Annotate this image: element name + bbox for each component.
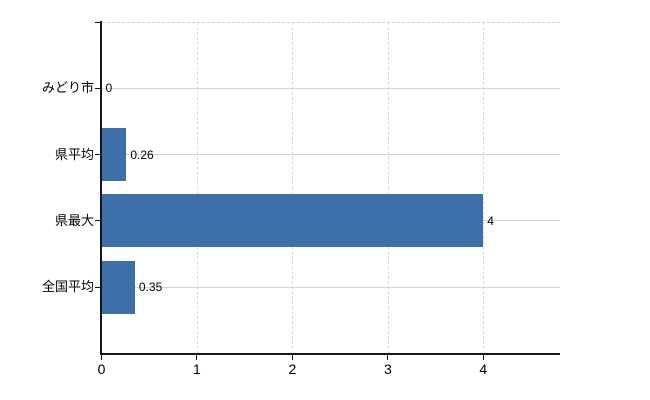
x-axis-tick [387, 353, 389, 360]
horizontal-gridline [101, 286, 560, 288]
category-label: 全国平均 [41, 279, 94, 295]
vertical-gridline [483, 22, 485, 354]
x-tick-label: 2 [288, 361, 297, 377]
vertical-gridline [292, 22, 294, 354]
x-axis-tick [482, 353, 484, 360]
plot-top-border [101, 22, 560, 23]
category-label: 県最大 [54, 212, 94, 228]
x-tick-label: 1 [193, 361, 201, 377]
x-axis-tick [291, 353, 293, 360]
horizontal-gridline [101, 87, 560, 89]
category-label: 県平均 [54, 146, 94, 162]
value-label: 4 [487, 213, 494, 228]
vertical-gridline [387, 22, 389, 354]
x-axis-tick [101, 353, 102, 360]
value-label: 0 [105, 81, 113, 96]
x-tick-label: 3 [383, 361, 392, 377]
x-axis-line [100, 352, 560, 355]
category-label: みどり市 [41, 80, 94, 96]
x-tick-label: 0 [97, 361, 106, 377]
bar [101, 194, 484, 248]
value-label: 0.26 [130, 147, 154, 162]
y-axis-tick [94, 220, 102, 222]
y-axis-tick [94, 286, 102, 288]
x-axis-tick [196, 353, 198, 360]
bar [101, 128, 127, 182]
x-tick-label: 4 [479, 361, 488, 377]
y-axis-tick [94, 154, 102, 156]
value-label: 0.35 [138, 280, 163, 295]
y-axis-top-tick [94, 21, 102, 23]
vertical-gridline [196, 22, 198, 354]
horizontal-gridline [101, 154, 560, 156]
bar [101, 260, 135, 314]
y-axis-line [100, 21, 102, 355]
y-axis-tick [94, 87, 102, 89]
